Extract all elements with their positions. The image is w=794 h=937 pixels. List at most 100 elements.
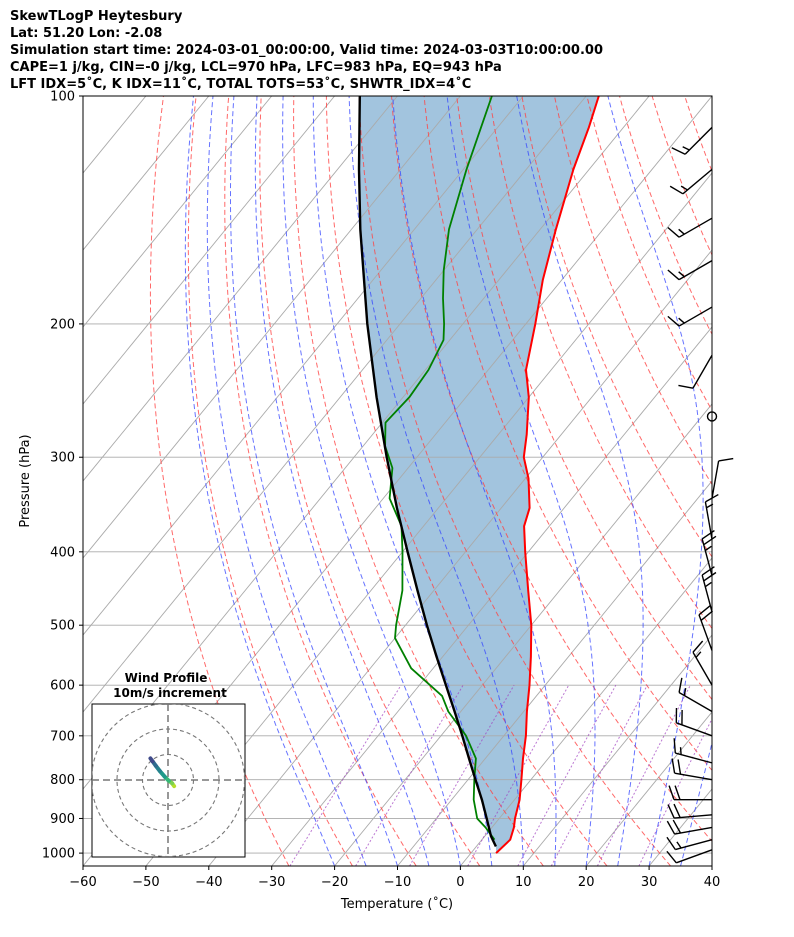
x-tick-label: 40 bbox=[704, 875, 721, 890]
mixing-ratio-line bbox=[467, 684, 570, 866]
simulation-times: Simulation start time: 2024-03-01_00:00:… bbox=[10, 43, 603, 58]
isotherm-line bbox=[585, 711, 712, 866]
x-axis-label: Temperature (˚C) bbox=[340, 896, 453, 912]
dry-adiabat-line bbox=[358, 96, 671, 866]
dry-adiabat-line bbox=[259, 96, 481, 866]
wind-barbs bbox=[666, 126, 734, 864]
mixing-ratio-line bbox=[517, 684, 617, 866]
isotherm-line bbox=[83, 96, 398, 482]
isotherm-line bbox=[83, 96, 335, 405]
y-tick-label: 1000 bbox=[42, 847, 75, 862]
x-tick-label: 0 bbox=[456, 875, 464, 890]
wind-barb bbox=[678, 354, 713, 389]
moist-adiabat-line bbox=[607, 96, 704, 866]
wind-barb bbox=[711, 457, 734, 499]
wind-barb bbox=[669, 168, 713, 195]
wind-barb bbox=[666, 836, 713, 851]
y-tick-label: 700 bbox=[50, 729, 75, 744]
isotherm-line bbox=[83, 96, 461, 559]
isotherm-line bbox=[271, 326, 712, 866]
moist-adiabat-line bbox=[254, 96, 430, 866]
x-tick-label: 30 bbox=[641, 875, 658, 890]
wind-barb bbox=[667, 306, 713, 327]
dry-adiabat-line bbox=[783, 96, 794, 866]
wind-barb bbox=[667, 260, 713, 281]
wind-barb bbox=[698, 604, 713, 651]
isotherm-line bbox=[83, 96, 273, 328]
isotherm-line bbox=[83, 96, 84, 97]
x-tick-label: 20 bbox=[578, 875, 595, 890]
moist-adiabat-line bbox=[230, 96, 398, 866]
x-tick-label: −40 bbox=[195, 875, 222, 890]
isotherm-line bbox=[334, 403, 712, 866]
dry-adiabat-line bbox=[149, 96, 290, 866]
wind-barb bbox=[701, 566, 717, 612]
y-tick-label: 400 bbox=[50, 545, 75, 560]
y-tick-label: 500 bbox=[50, 619, 75, 634]
mixing-ratio-line bbox=[289, 684, 402, 866]
isotherm-line bbox=[522, 634, 712, 866]
y-tick-label: 200 bbox=[50, 317, 75, 332]
wind-barb bbox=[692, 640, 713, 686]
isotherm-line bbox=[145, 172, 712, 866]
wind-barb bbox=[666, 849, 713, 864]
x-tick-label: −20 bbox=[321, 875, 348, 890]
moist-adiabat-lines bbox=[184, 96, 712, 866]
x-axis-ticks: −60 −50 −40 −30 −20 −10 0 10 20 30 40 bbox=[69, 866, 720, 890]
dry-adiabat-line bbox=[619, 96, 712, 336]
dry-adiabat-line bbox=[391, 96, 712, 842]
dry-adiabat-line bbox=[684, 96, 712, 173]
station-title: SkewTLogP Heytesbury bbox=[10, 9, 183, 24]
isotherm-line bbox=[711, 865, 712, 866]
x-tick-label: −10 bbox=[384, 875, 411, 890]
dry-adiabat-line bbox=[750, 96, 794, 866]
dewpoint-line bbox=[384, 96, 496, 841]
dry-adiabat-lines bbox=[149, 96, 794, 866]
dry-adiabat-line bbox=[293, 96, 544, 866]
isotherm-line bbox=[648, 788, 712, 866]
moist-adiabat-line bbox=[312, 96, 493, 866]
chart-header: SkewTLogP Heytesbury Lat: 51.20 Lon: -2.… bbox=[10, 8, 603, 93]
dry-adiabat-line bbox=[651, 96, 712, 257]
y-axis-label: Pressure (hPa) bbox=[18, 434, 33, 527]
y-tick-label: 800 bbox=[50, 773, 75, 788]
y-tick-label: 600 bbox=[50, 679, 75, 694]
wind-barb bbox=[667, 217, 713, 238]
hodograph-trace-segment bbox=[148, 756, 155, 764]
sounding-lines bbox=[357, 96, 600, 854]
moist-adiabat-line bbox=[348, 96, 524, 866]
dry-adiabat-line bbox=[553, 96, 712, 486]
dry-adiabat-line bbox=[187, 96, 353, 866]
wind-barb bbox=[675, 707, 713, 737]
mixing-ratio-line bbox=[355, 684, 464, 866]
isotherm-line bbox=[83, 96, 587, 713]
dry-adiabat-line bbox=[717, 96, 794, 866]
stability-parameters: CAPE=1 j/kg, CIN=-0 j/kg, LCL=970 hPa, L… bbox=[10, 60, 502, 75]
mixing-ratio-line bbox=[409, 684, 515, 866]
hodograph-title: Wind Profile bbox=[125, 671, 208, 685]
dry-adiabat-line bbox=[423, 96, 712, 772]
isotherm-line bbox=[83, 96, 210, 251]
parcel-path-line bbox=[357, 96, 497, 848]
hodograph-subtitle: 10m/s increment bbox=[113, 686, 227, 700]
wind-barb bbox=[666, 819, 713, 835]
isotherm-line bbox=[460, 557, 712, 866]
moist-adiabat-line bbox=[711, 864, 712, 866]
dry-adiabat-line bbox=[586, 96, 712, 412]
hodograph-ring bbox=[92, 704, 245, 857]
dry-adiabat-line bbox=[456, 96, 712, 701]
moist-adiabat-line bbox=[206, 96, 367, 866]
x-tick-label: 10 bbox=[515, 875, 532, 890]
moist-adiabat-line bbox=[184, 96, 336, 866]
isotherm-line bbox=[397, 480, 712, 866]
moist-adiabat-line bbox=[392, 96, 557, 866]
wind-barb bbox=[668, 785, 712, 801]
hodograph-inset: Wind Profile 10m/s increment bbox=[91, 671, 246, 858]
wind-barb bbox=[678, 677, 713, 713]
dry-adiabat-line bbox=[521, 96, 712, 558]
wind-barb bbox=[671, 126, 713, 155]
mixing-ratio-line bbox=[596, 684, 691, 866]
x-tick-label: −50 bbox=[132, 875, 159, 890]
location-coordinates: Lat: 51.20 Lon: -2.08 bbox=[10, 26, 163, 41]
dry-adiabat-line bbox=[224, 96, 417, 866]
